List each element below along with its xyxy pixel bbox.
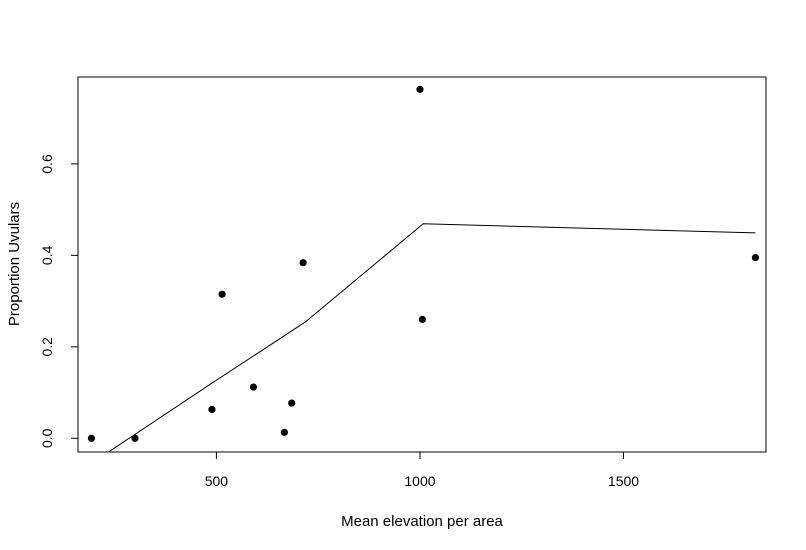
data-point — [299, 259, 307, 267]
plot-frame — [77, 76, 767, 453]
data-points — [87, 85, 760, 442]
data-point — [87, 434, 96, 442]
data-point — [249, 383, 258, 391]
y-tick-label: 0.4 — [39, 245, 55, 265]
x-tick-label: 1500 — [608, 473, 639, 489]
data-point — [208, 405, 216, 414]
y-tick-label: 0.0 — [39, 428, 55, 448]
data-point — [418, 315, 427, 323]
x-axis-label: Mean elevation per area — [341, 513, 503, 530]
y-axis-label: Proportion Uvulars — [6, 202, 23, 326]
x-tick-label: 500 — [205, 473, 229, 489]
data-point — [218, 290, 226, 298]
data-point — [288, 399, 296, 407]
data-point — [131, 434, 139, 442]
y-tick-label: 0.6 — [39, 154, 55, 174]
fit-line — [108, 223, 756, 453]
data-point — [751, 254, 760, 262]
y-axis: 0.0 0.2 0.4 0.6 — [39, 154, 78, 448]
x-axis: 500 1000 1500 — [205, 452, 639, 489]
data-point — [280, 428, 288, 436]
y-tick-label: 0.2 — [39, 337, 55, 357]
x-tick-label: 1000 — [404, 473, 435, 489]
data-point — [416, 85, 424, 93]
